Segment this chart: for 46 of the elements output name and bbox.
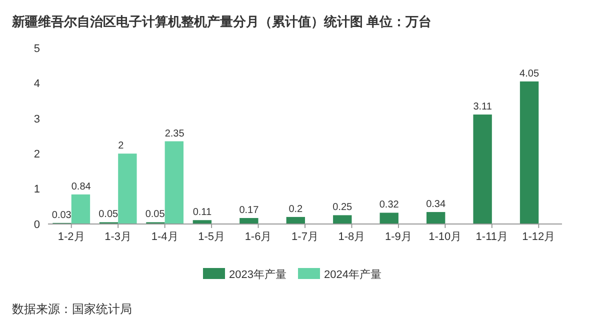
bar <box>380 212 398 224</box>
bar <box>473 114 492 224</box>
y-tick-label: 0 <box>34 218 40 231</box>
data-label: 0.34 <box>426 199 446 210</box>
bar <box>118 154 137 224</box>
bar <box>333 215 352 224</box>
bar <box>286 216 305 224</box>
data-label: 0.84 <box>71 181 92 192</box>
data-label: 0.32 <box>379 200 400 211</box>
data-label: 0.03 <box>52 210 72 221</box>
x-tick-label: 1-3月 <box>104 231 132 243</box>
chart-title: 新疆维吾尔自治区电子计算机整机产量分月（累计值）统计图 单位：万台 <box>11 14 432 29</box>
y-tick-label: 4 <box>34 78 40 90</box>
data-label: 3.11 <box>473 102 492 113</box>
bar <box>192 220 212 224</box>
legend-label: 2024年产量 <box>324 268 382 281</box>
data-label: 0.11 <box>192 207 212 218</box>
y-tick-label: 3 <box>34 113 40 126</box>
x-tick-label: 1-12月 <box>522 231 556 243</box>
x-tick-label: 1-10月 <box>428 231 462 243</box>
bar <box>426 212 446 224</box>
data-label: 0.05 <box>98 209 119 220</box>
x-tick-label: 1-4月 <box>151 231 178 243</box>
x-tick-label: 1-5月 <box>198 231 225 243</box>
bar <box>520 81 539 224</box>
legend-label: 2023年产量 <box>229 268 286 281</box>
data-label: 0.17 <box>239 205 260 216</box>
y-tick-label: 5 <box>34 42 40 55</box>
data-label: 0.25 <box>332 202 353 214</box>
x-tick-label: 1-11月 <box>476 231 508 243</box>
x-tick-label: 1-7月 <box>292 231 318 243</box>
x-tick-label: 1-9月 <box>385 231 412 243</box>
x-tick-label: 1-8月 <box>338 231 366 243</box>
data-label: 2 <box>118 140 124 152</box>
data-label: 0.05 <box>145 209 166 220</box>
y-tick-label: 1 <box>34 184 40 196</box>
y-tick-label: 2 <box>34 148 40 160</box>
bar <box>240 218 258 224</box>
bar <box>71 194 90 224</box>
x-tick-label: 1-6月 <box>244 231 272 243</box>
bar <box>164 141 184 224</box>
data-label: 4.05 <box>520 68 540 80</box>
source-note: 数据来源：国家统计局 <box>12 302 132 316</box>
data-label: 2.35 <box>164 128 185 140</box>
x-tick-label: 1-2月 <box>58 231 85 243</box>
data-label: 0.2 <box>288 204 304 215</box>
